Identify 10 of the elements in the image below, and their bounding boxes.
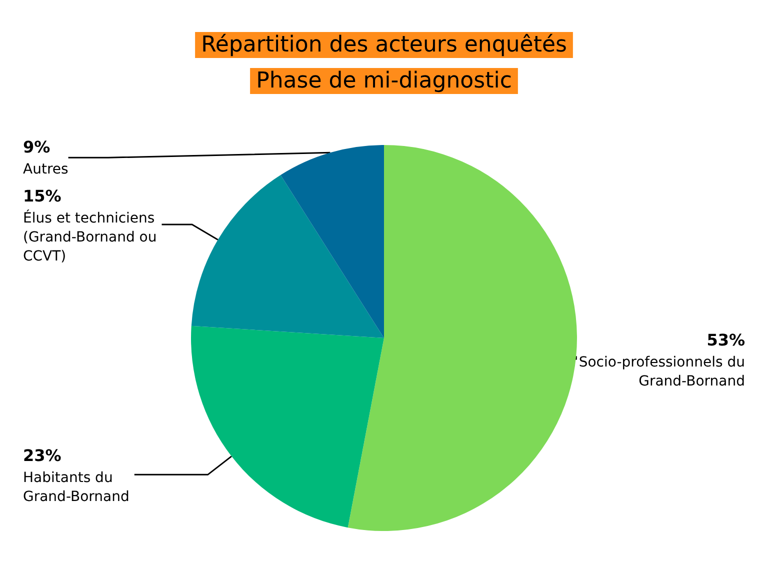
chart-subtitle: Phase de mi-diagnostic — [256, 68, 512, 94]
chart-title: Répartition des acteurs enquêtés — [201, 32, 567, 58]
data-label: 23% — [23, 446, 62, 466]
data-label: 9% — [23, 137, 50, 156]
slice-label: Autres — [23, 161, 68, 178]
data-label: 53% — [706, 330, 745, 350]
slice-label: Élus et techniciens (Grand-Bornand ou CCVT) — [23, 209, 157, 264]
slice-label: Socio-professionnels du Grand-Bornand — [578, 354, 745, 390]
slice-label: Habitants du Grand-Bornand — [23, 470, 130, 506]
data-label: 15% — [23, 186, 62, 206]
